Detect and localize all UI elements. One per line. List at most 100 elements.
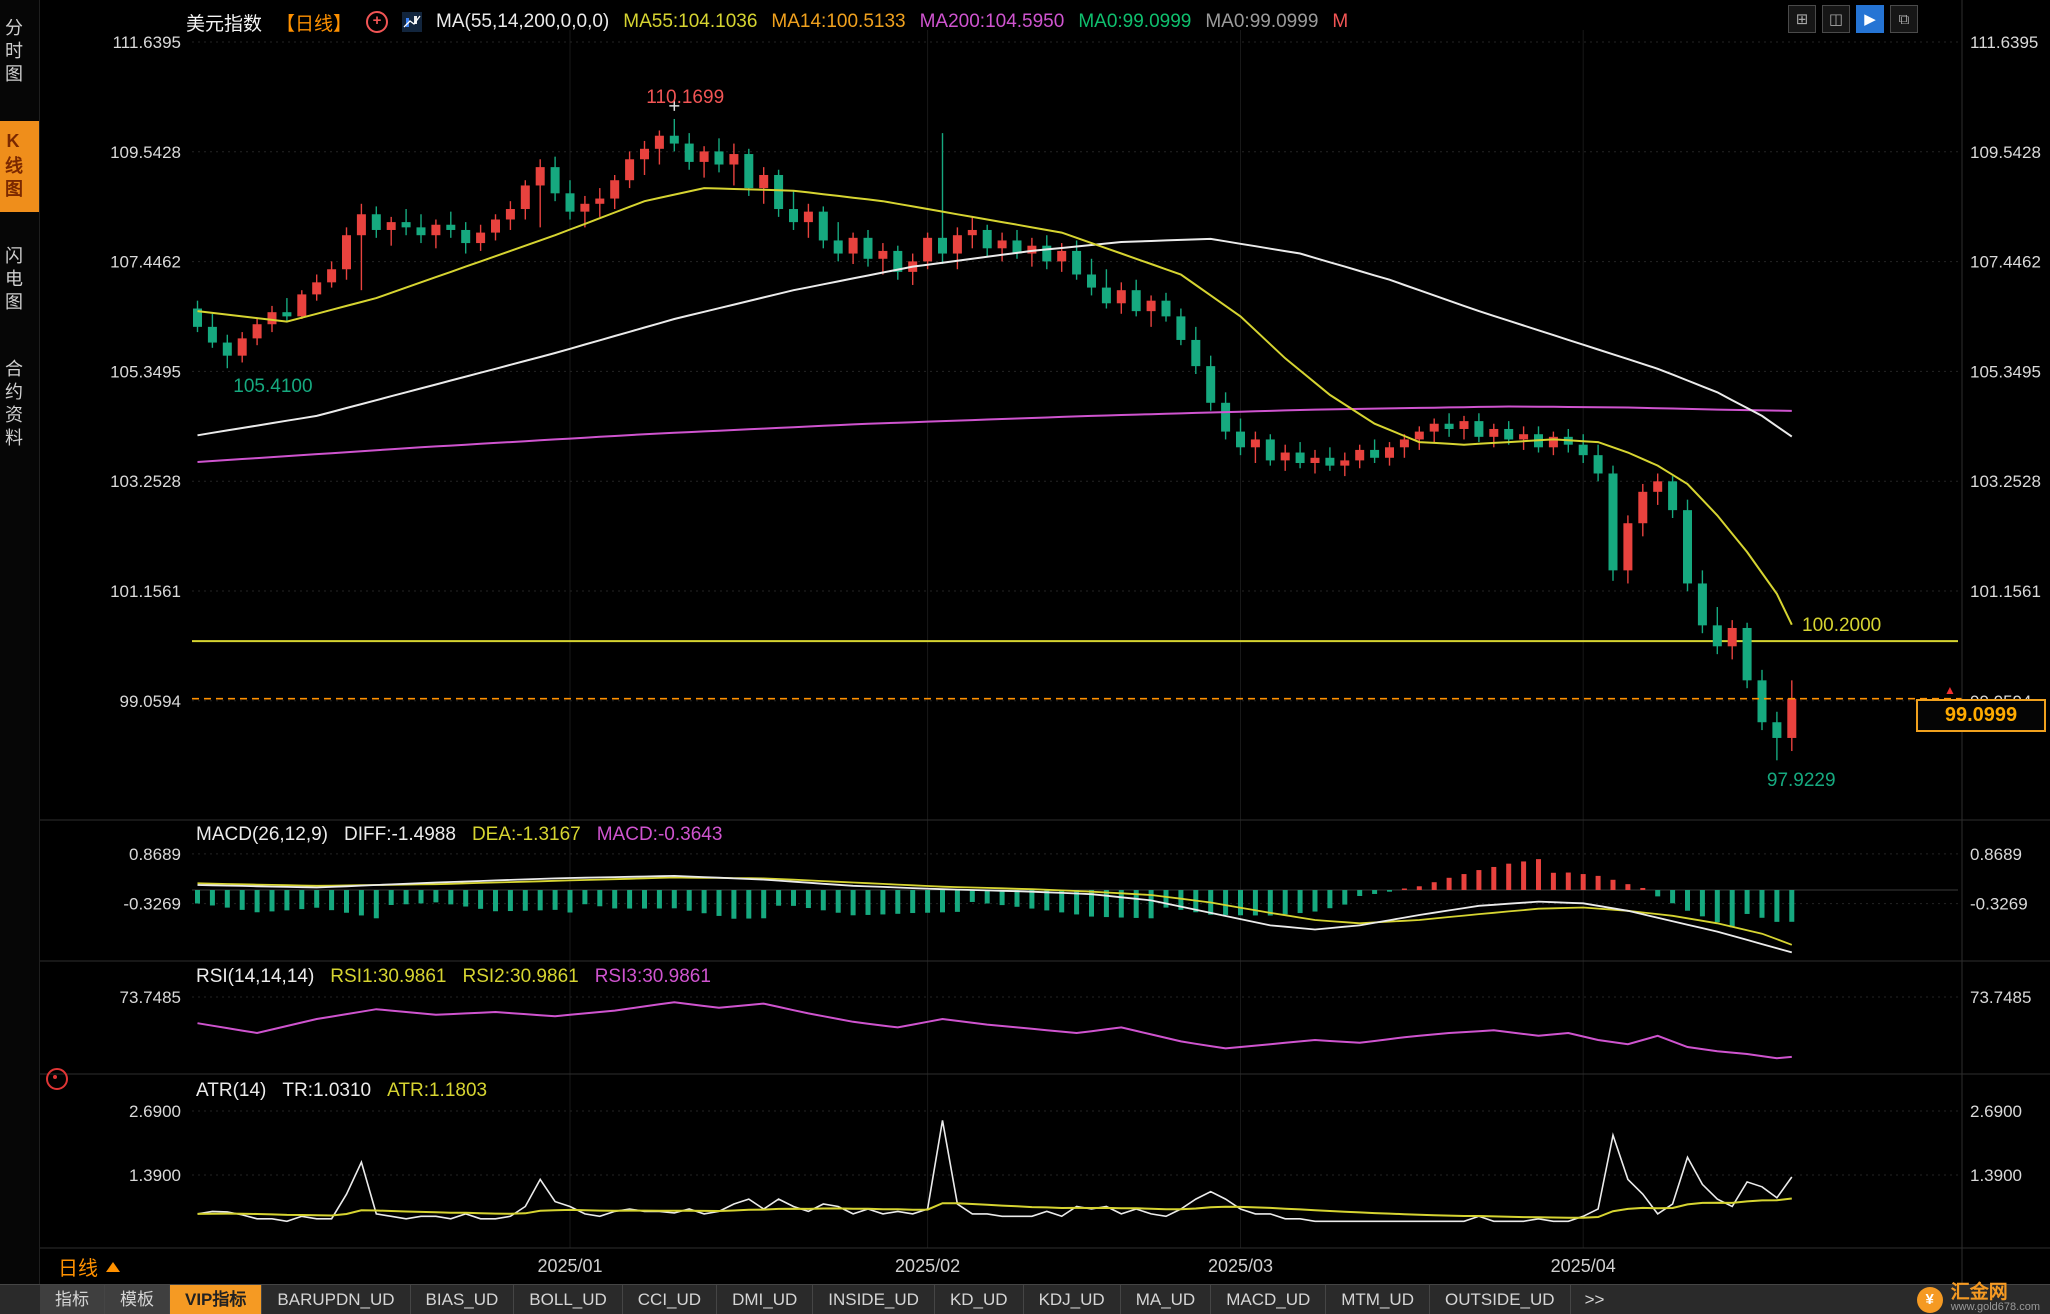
- candle: [1206, 355, 1216, 411]
- popout-window-icon[interactable]: ⧉: [1890, 5, 1918, 33]
- candle: [446, 211, 456, 238]
- candle: [1236, 418, 1245, 456]
- candle: [1176, 308, 1186, 346]
- crosshair-target-icon[interactable]: [46, 1068, 68, 1090]
- indicator-tab-5[interactable]: BIAS_UD: [411, 1284, 515, 1314]
- candle: [371, 206, 381, 238]
- logo-url: www.gold678.com: [1950, 1300, 2040, 1313]
- indicator-tab-11[interactable]: KDJ_UD: [1024, 1284, 1121, 1314]
- period-tag[interactable]: 【日线】: [276, 13, 353, 35]
- candle: [1295, 442, 1305, 469]
- candle: [848, 232, 858, 265]
- rsi-line: [197, 1001, 1792, 1060]
- axis-label: 111.6395: [113, 33, 181, 52]
- candle: [193, 300, 202, 333]
- candle: [610, 174, 620, 210]
- indicator-tab-10[interactable]: KD_UD: [935, 1284, 1024, 1314]
- axis-label: 2025/03: [1208, 1256, 1273, 1276]
- candle: [1221, 392, 1231, 440]
- candle: [386, 216, 396, 246]
- indicator-tab-1[interactable]: 指标: [40, 1284, 105, 1314]
- candle: [1593, 444, 1603, 482]
- indicator-tab-14[interactable]: MTM_UD: [1326, 1284, 1430, 1314]
- candle: [1355, 444, 1365, 469]
- candle: [476, 224, 486, 251]
- period-selector[interactable]: 日线: [58, 1252, 120, 1281]
- indicator-tab-6[interactable]: BOLL_UD: [514, 1284, 623, 1314]
- candle: [997, 232, 1007, 262]
- tr-line: [197, 1120, 1793, 1223]
- candle: [1399, 434, 1409, 458]
- playback-icon[interactable]: ▶: [1856, 5, 1884, 33]
- candle: [759, 167, 769, 204]
- axis-label: 109.5428: [110, 143, 181, 162]
- site-logo: 汇金网 www.gold678.com: [1916, 1283, 2040, 1314]
- ma14-value: MA14:100.5133: [771, 11, 906, 32]
- sidebar-tab-tick-chart[interactable]: 闪电图: [3, 246, 23, 315]
- current-price-tag: 99.0999: [1916, 698, 2046, 732]
- candle: [982, 224, 992, 257]
- indicator-tabs: 指标 模板 VIP指标 BARUPDN_UD BIAS_UD BOLL_UD CCI_UD D…: [40, 1284, 1571, 1314]
- candle: [818, 206, 828, 249]
- m-label: M: [1332, 11, 1349, 32]
- candle: [744, 148, 754, 196]
- atr-line: [197, 1197, 1792, 1219]
- candle: [654, 130, 664, 165]
- candle: [1548, 431, 1558, 456]
- candle: [1161, 292, 1171, 322]
- indicator-tab-2[interactable]: 模板: [105, 1284, 170, 1314]
- candle: [1474, 413, 1484, 443]
- candle: [1385, 442, 1394, 466]
- indicator-tab-8[interactable]: DMI_UD: [717, 1284, 814, 1314]
- rsi1-value: RSI1:30.9861: [330, 966, 447, 987]
- candle: [356, 203, 366, 291]
- more-indicators-button[interactable]: >>: [1584, 1289, 1605, 1309]
- sidebar-tab-contract-info[interactable]: 合约资料: [3, 359, 23, 451]
- candle: [669, 118, 679, 152]
- macd-value: MACD:-0.3643: [596, 824, 723, 845]
- candle: [1310, 449, 1320, 474]
- indicator-tab-13[interactable]: MACD_UD: [1211, 1284, 1327, 1314]
- candle: [1787, 680, 1797, 752]
- macd-diff-value: DIFF:-1.4988: [344, 824, 456, 845]
- candle: [252, 319, 262, 346]
- sidebar-tab-intraday-chart[interactable]: 分时图: [3, 18, 23, 87]
- rsi-legend: RSI(14,14,14) RSI1:30.9861 RSI2:30.9861 …: [196, 966, 711, 988]
- diff-line: [197, 874, 1793, 954]
- axis-label: 2025/04: [1551, 1256, 1616, 1276]
- candle: [803, 203, 813, 238]
- candle: [222, 334, 232, 369]
- candle: [401, 209, 411, 236]
- symbol-name: 美元指数: [186, 13, 263, 35]
- indicator-tab-4[interactable]: BARUPDN_UD: [262, 1284, 411, 1314]
- chart-plot-area[interactable]: [192, 30, 1958, 1248]
- grid-layout-icon[interactable]: ⊞: [1788, 5, 1816, 33]
- chevron-up-icon: [106, 1261, 120, 1272]
- candle: [699, 146, 709, 178]
- candle: [1697, 570, 1707, 634]
- axis-label: 99.0594: [120, 692, 181, 711]
- indicator-tab-15[interactable]: OUTSIDE_UD: [1430, 1284, 1571, 1314]
- candle: [505, 201, 515, 230]
- axis-label: 101.1561: [110, 582, 181, 601]
- candle: [461, 222, 471, 254]
- candle: [1623, 515, 1633, 584]
- ma200-value: MA200:104.5950: [919, 11, 1065, 32]
- candle: [1712, 607, 1722, 655]
- multi-pane-icon[interactable]: ◫: [1822, 5, 1850, 33]
- add-indicator-icon[interactable]: [366, 11, 389, 33]
- axis-label: 73.7485: [1970, 988, 2031, 1007]
- indicator-tab-9[interactable]: INSIDE_UD: [813, 1284, 935, 1314]
- indicator-tab-12[interactable]: MA_UD: [1121, 1284, 1212, 1314]
- candle: [1504, 421, 1514, 445]
- candle: [833, 222, 843, 262]
- indicator-tab-3[interactable]: VIP指标: [170, 1284, 263, 1314]
- axis-label: 105.3495: [110, 362, 181, 381]
- axis-label: 0.8689: [129, 845, 181, 864]
- candle: [1444, 413, 1454, 437]
- axis-label: 2.6900: [129, 1102, 181, 1121]
- candle: [342, 227, 351, 280]
- sidebar-tab-candlestick-chart[interactable]: K线图: [0, 121, 39, 212]
- indicator-tab-7[interactable]: CCI_UD: [623, 1284, 718, 1314]
